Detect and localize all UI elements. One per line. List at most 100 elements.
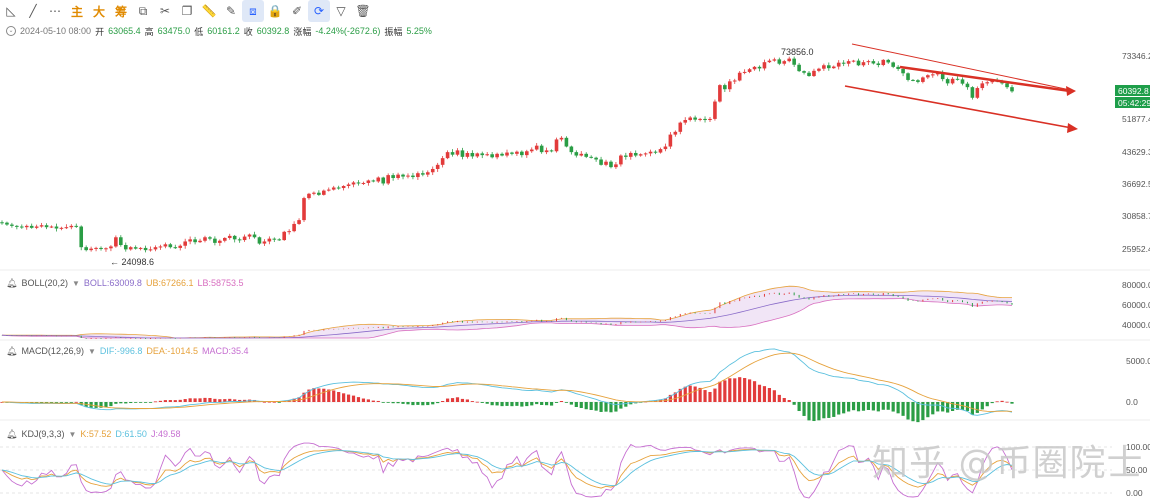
candle-body [975, 88, 980, 98]
candle-body [851, 60, 856, 62]
macd-histogram-bar [787, 400, 791, 402]
kdj-dropdown-icon[interactable]: ▼ [68, 429, 77, 439]
candle-body [430, 168, 435, 173]
candle-body [371, 180, 376, 182]
candle-body [525, 151, 529, 156]
countdown-tag-box [1115, 97, 1150, 108]
macd-histogram-bar [579, 402, 583, 409]
candle-body [1005, 83, 1009, 88]
countdown-tag-text: 05:42:29 [1118, 98, 1150, 108]
collapse-icon[interactable]: ⌄ [6, 26, 16, 36]
candle-body [638, 154, 643, 156]
macd-histogram-bar [218, 399, 222, 402]
more-dots-icon[interactable]: ⋯ [49, 4, 61, 18]
main-label[interactable]: 主 [70, 4, 83, 19]
candle-body [802, 71, 806, 73]
kdj-d-line [1, 449, 1013, 487]
macd-dropdown-icon[interactable]: ▼ [87, 346, 96, 356]
candle-body [163, 244, 168, 247]
macd-histogram-bar [723, 380, 727, 402]
macd-histogram-bar [564, 402, 569, 403]
boll-ub-value: UB:67266.1 [145, 278, 194, 288]
candle-body [653, 151, 658, 153]
candle-body [24, 225, 29, 228]
macd-histogram-bar [490, 402, 494, 406]
candle-body [421, 173, 425, 175]
trash-icon[interactable]: 🗑 [355, 4, 371, 18]
macd-histogram-bar [807, 402, 811, 421]
candle-body [307, 193, 311, 199]
magnet-icon[interactable]: ⟳ [308, 0, 330, 22]
candle-body [579, 153, 584, 156]
timestamp: 2024-05-10 08:00 [20, 26, 92, 36]
candle-body [841, 62, 846, 64]
high-label: 高 [144, 26, 154, 37]
macd-histogram-bar [386, 402, 390, 403]
candle-body [222, 237, 227, 241]
candle-body [886, 59, 891, 63]
kdj-j-value: J:49.58 [150, 429, 181, 439]
candle-body [485, 154, 489, 156]
macd-histogram-bar [629, 402, 633, 405]
compare-icon[interactable]: ⧈ [242, 0, 264, 22]
price-axis-tick: 36692.5 [1122, 179, 1150, 189]
candle-body [94, 247, 98, 249]
candle-body [831, 66, 836, 69]
pencil-icon[interactable]: ✎ [225, 4, 237, 18]
price-axis-tick: 51877.4 [1122, 114, 1150, 124]
macd-histogram-bar [104, 402, 108, 408]
macd-histogram-bar [411, 402, 415, 406]
bell-icon[interactable]: 🔔︎ [6, 277, 18, 288]
bell-icon[interactable]: 🔔︎ [6, 428, 18, 439]
copy-icon[interactable]: ❐ [181, 4, 193, 18]
lock-icon[interactable]: 🔒 [267, 4, 283, 18]
big-label[interactable]: 大 [92, 4, 105, 19]
candle-body [960, 79, 965, 84]
candle-body [757, 66, 762, 69]
macd-histogram-bar [901, 402, 905, 416]
macd-histogram-bar [495, 402, 499, 406]
boll-dropdown-icon[interactable]: ▼ [71, 278, 80, 288]
kdj-axis-tick: 100.00 [1126, 442, 1150, 452]
macd-histogram-bar [129, 402, 133, 404]
candle-body [930, 74, 935, 76]
macd-hist-value: MACD:35.4 [201, 346, 249, 356]
trend-line-icon[interactable]: ◺ [6, 4, 16, 18]
filter-icon[interactable]: ▽ [336, 4, 346, 18]
candle-body [624, 155, 628, 157]
macd-histogram-bar [317, 388, 321, 402]
scissors-icon[interactable]: ✂ [159, 4, 171, 18]
macd-histogram-bar [604, 402, 608, 412]
candle-body [708, 118, 712, 121]
candle-body [965, 83, 970, 88]
note-icon[interactable]: ✐ [291, 4, 303, 18]
layers-icon[interactable]: ⧉ [138, 3, 148, 18]
macd-histogram-bar [757, 384, 762, 402]
candle-body [208, 237, 212, 239]
close-value: 60392.8 [256, 26, 290, 36]
candle-body [970, 87, 975, 98]
candle-body [470, 152, 475, 157]
macd-histogram-bar [228, 398, 232, 402]
macd-histogram-bar [371, 400, 375, 402]
candle-body [1010, 87, 1014, 92]
ruler-icon[interactable]: 📏 [201, 4, 217, 18]
boll-band-fill [2, 286, 1012, 338]
macd-histogram-bar [559, 401, 564, 402]
candle-body [500, 153, 504, 156]
ray-icon[interactable]: ╱ [29, 4, 37, 18]
candle-body [267, 238, 272, 242]
macd-histogram-bar [406, 402, 410, 405]
bell-icon[interactable]: 🔔︎ [6, 345, 18, 356]
macd-histogram-bar [718, 381, 722, 402]
candle-body [985, 82, 990, 84]
macd-histogram-bar [812, 402, 816, 422]
candle-body [336, 187, 341, 189]
candle-body [584, 153, 589, 157]
macd-histogram-bar [1010, 402, 1014, 404]
chips-label[interactable]: 筹 [114, 4, 127, 19]
macd-dea-line [2, 352, 1013, 412]
candle-body [252, 234, 257, 238]
macd-histogram-bar [193, 398, 197, 402]
